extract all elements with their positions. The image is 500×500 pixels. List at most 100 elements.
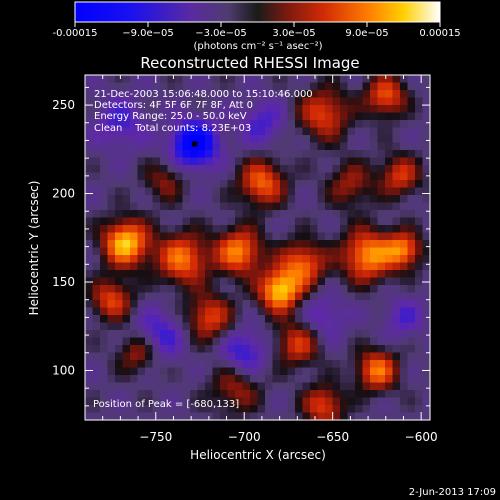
heatmap-cell [182,382,191,391]
heatmap-cell [340,97,349,106]
heatmap-cell [310,277,319,286]
heatmap-cell [107,232,116,241]
heatmap-cell [190,172,199,181]
heatmap-cell [272,390,281,399]
heatmap-cell [100,322,109,331]
heatmap-cell [280,142,289,151]
heatmap-cell [340,367,349,376]
heatmap-cell [167,322,176,331]
heatmap-cell [242,180,251,189]
heatmap-cell [347,202,356,211]
heatmap-cell [317,97,326,106]
heatmap-cell [182,97,191,106]
heatmap-cell [167,405,176,414]
heatmap-cell [122,255,131,264]
heatmap-cell [205,375,214,384]
heatmap-cell [100,285,109,294]
heatmap-cell [122,330,131,339]
heatmap-cell [340,127,349,136]
heatmap-cell [235,165,244,174]
heatmap-cell [115,390,124,399]
heatmap-cell [422,150,431,159]
heatmap-cell [385,412,394,421]
heatmap-cell [257,210,266,219]
heatmap-cell [340,225,349,234]
heatmap-cell [332,300,341,309]
heatmap-cell [355,112,364,121]
colorbar-tick-labels: -0.00015 −9.0e−05 −3.0e−05 3.0e−05 9.0e−05 0.… [53,28,461,39]
heatmap-cell [160,337,169,346]
heatmap-cell [422,217,431,226]
heatmap-cell [287,195,296,204]
heatmap-cell [175,120,184,129]
heatmap-cell [107,277,116,286]
heatmap-cell [272,397,281,406]
heatmap-cell [407,270,416,279]
heatmap-cell [167,90,176,99]
heatmap-cell [190,382,199,391]
heatmap-cell [92,412,101,421]
heatmap-cell [340,255,349,264]
heatmap-cell [295,157,304,166]
heatmap-cell [362,97,371,106]
heatmap-cell [100,157,109,166]
heatmap-cell [197,225,206,234]
heatmap-cell [212,255,221,264]
heatmap-cell [227,112,236,121]
heatmap-cell [340,315,349,324]
heatmap-cell [227,217,236,226]
heatmap-cell [340,150,349,159]
heatmap-cell [377,135,386,144]
heatmap-cell [400,360,409,369]
heatmap-cell [152,217,161,226]
heatmap-cell [152,240,161,249]
heatmap-cell [355,315,364,324]
heatmap-cell [220,360,229,369]
heatmap-cell [235,255,244,264]
heatmap-cell [137,360,146,369]
heatmap-cell [152,187,161,196]
heatmap-cell [257,292,266,301]
heatmap-cell [362,112,371,121]
heatmap-cell [272,75,281,84]
heatmap-cell [137,135,146,144]
heatmap-cell [302,127,311,136]
heatmap-cell [115,187,124,196]
heatmap-cell [197,142,206,151]
heatmap-cell [122,322,131,331]
heatmap-cell [130,150,139,159]
heatmap-cell [362,187,371,196]
heatmap-cell [92,82,101,91]
heatmap-cell [152,397,161,406]
heatmap-cell [340,195,349,204]
heatmap-cell [115,270,124,279]
heatmap-cell [385,405,394,414]
heatmap-cell [280,120,289,129]
heatmap-cell [310,322,319,331]
heatmap-cell [85,217,94,226]
heatmap-cell [325,157,334,166]
heatmap-cell [392,412,401,421]
heatmap-cell [287,97,296,106]
heatmap-cell [400,330,409,339]
heatmap-cell [295,375,304,384]
plot-frame [84,74,431,421]
heatmap-cell [160,180,169,189]
heatmap-cell [310,142,319,151]
heatmap-cell [85,337,94,346]
heatmap-cell [325,150,334,159]
heatmap-cell [152,112,161,121]
heatmap-cell [407,232,416,241]
heatmap-cell [325,232,334,241]
heatmap-cell [347,90,356,99]
heatmap-cell [197,97,206,106]
heatmap-cell [122,337,131,346]
heatmap-cell [115,217,124,226]
heatmap-cell [190,307,199,316]
heatmap-cell [377,375,386,384]
heatmap-cell [385,397,394,406]
heatmap-cell [340,240,349,249]
heatmap-cell [212,142,221,151]
heatmap-cell [295,277,304,286]
heatmap-cell [272,352,281,361]
